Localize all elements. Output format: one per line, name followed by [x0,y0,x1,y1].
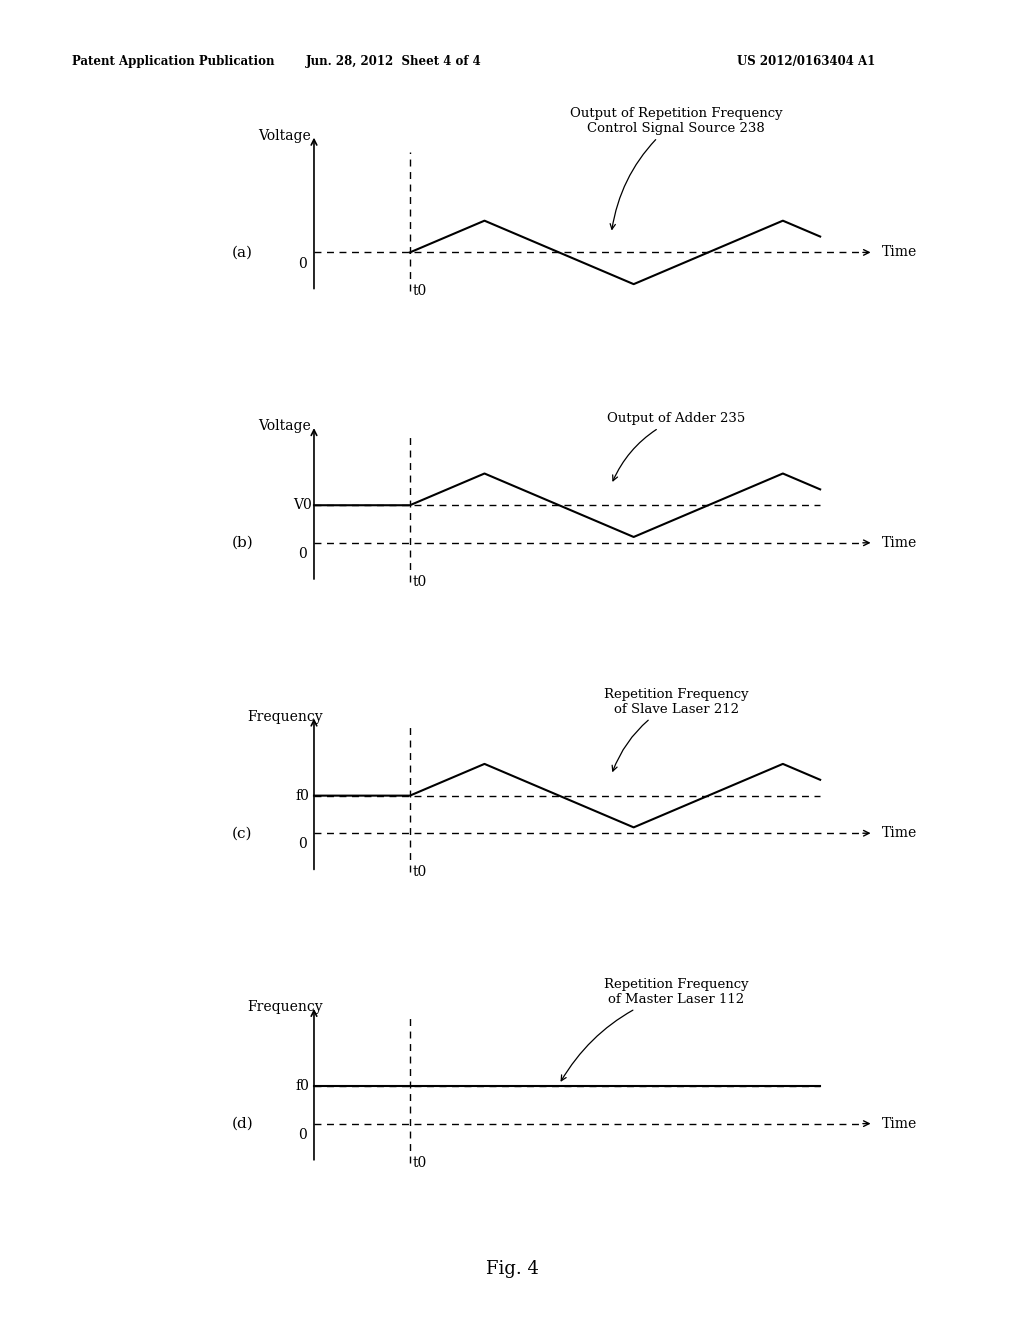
Text: (c): (c) [231,826,252,841]
Text: t0: t0 [413,284,427,298]
Text: f0: f0 [295,788,309,803]
Text: US 2012/0163404 A1: US 2012/0163404 A1 [737,55,876,69]
Text: t0: t0 [413,865,427,879]
Text: V0: V0 [293,498,311,512]
Text: 0: 0 [298,837,306,851]
Text: Time: Time [882,826,916,841]
Text: Time: Time [882,536,916,550]
Text: (a): (a) [231,246,252,260]
Text: 0: 0 [298,546,306,561]
Text: Patent Application Publication: Patent Application Publication [72,55,274,69]
Text: Repetition Frequency
of Slave Laser 212: Repetition Frequency of Slave Laser 212 [604,688,749,771]
Text: Output of Repetition Frequency
Control Signal Source 238: Output of Repetition Frequency Control S… [570,107,782,230]
Text: Voltage: Voltage [258,129,311,143]
Text: Repetition Frequency
of Master Laser 112: Repetition Frequency of Master Laser 112 [561,978,749,1081]
Text: Frequency: Frequency [247,710,323,723]
Text: 0: 0 [298,256,306,271]
Text: Frequency: Frequency [247,1001,323,1014]
Text: Voltage: Voltage [258,420,311,433]
Text: Output of Adder 235: Output of Adder 235 [607,412,745,480]
Text: 0: 0 [298,1127,306,1142]
Text: (b): (b) [231,536,253,550]
Text: t0: t0 [413,1155,427,1170]
Text: f0: f0 [295,1078,309,1093]
Text: Jun. 28, 2012  Sheet 4 of 4: Jun. 28, 2012 Sheet 4 of 4 [306,55,482,69]
Text: (d): (d) [231,1117,253,1131]
Text: t0: t0 [413,574,427,589]
Text: Time: Time [882,246,916,260]
Text: Time: Time [882,1117,916,1131]
Text: Fig. 4: Fig. 4 [485,1259,539,1278]
